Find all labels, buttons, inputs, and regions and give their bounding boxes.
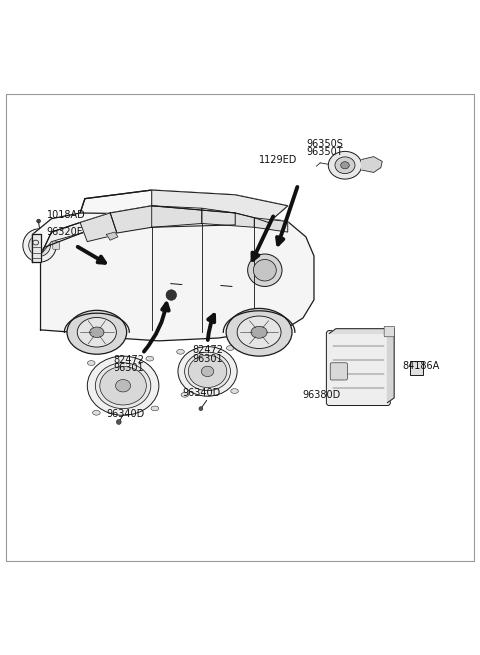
Ellipse shape	[231, 388, 239, 394]
Text: 84186A: 84186A	[402, 361, 440, 371]
Text: 82472: 82472	[114, 355, 144, 365]
Ellipse shape	[181, 392, 189, 397]
Ellipse shape	[237, 316, 281, 348]
Text: 96301: 96301	[192, 354, 223, 364]
Ellipse shape	[188, 355, 227, 388]
Bar	[410, 362, 423, 375]
Ellipse shape	[341, 162, 349, 169]
Text: 96350S: 96350S	[307, 139, 344, 149]
Text: 82472: 82472	[192, 345, 223, 356]
FancyBboxPatch shape	[326, 331, 390, 405]
Polygon shape	[152, 206, 202, 227]
Ellipse shape	[87, 356, 159, 415]
Polygon shape	[80, 213, 117, 242]
Ellipse shape	[87, 361, 95, 365]
Circle shape	[23, 229, 56, 262]
Ellipse shape	[151, 406, 159, 411]
Text: 1129ED: 1129ED	[259, 155, 298, 164]
Polygon shape	[254, 217, 288, 232]
Ellipse shape	[100, 367, 146, 405]
Text: 96340D: 96340D	[107, 409, 144, 419]
Ellipse shape	[116, 379, 131, 392]
Ellipse shape	[67, 310, 127, 354]
Polygon shape	[80, 190, 288, 223]
Ellipse shape	[251, 326, 267, 338]
Ellipse shape	[248, 254, 282, 286]
Polygon shape	[152, 190, 288, 223]
Ellipse shape	[77, 318, 116, 347]
Polygon shape	[202, 208, 254, 227]
Polygon shape	[329, 329, 394, 333]
Circle shape	[29, 234, 50, 256]
Polygon shape	[33, 234, 40, 261]
Polygon shape	[362, 157, 382, 172]
Ellipse shape	[185, 352, 230, 390]
Text: 96301: 96301	[114, 363, 144, 373]
FancyBboxPatch shape	[53, 242, 60, 250]
Circle shape	[166, 290, 177, 300]
Text: 1018AD: 1018AD	[47, 210, 85, 220]
Ellipse shape	[328, 151, 362, 179]
Text: 96340D: 96340D	[183, 388, 221, 398]
Ellipse shape	[96, 363, 151, 409]
Ellipse shape	[93, 411, 100, 415]
Circle shape	[36, 219, 40, 223]
Ellipse shape	[201, 366, 214, 377]
Ellipse shape	[335, 157, 355, 174]
Ellipse shape	[33, 240, 38, 245]
Text: 96320F: 96320F	[47, 227, 83, 237]
Ellipse shape	[226, 309, 292, 356]
Polygon shape	[110, 206, 235, 233]
Polygon shape	[33, 190, 152, 261]
Ellipse shape	[178, 346, 237, 396]
Ellipse shape	[227, 346, 234, 350]
Circle shape	[116, 420, 121, 424]
Circle shape	[35, 241, 44, 250]
Polygon shape	[107, 232, 118, 240]
FancyBboxPatch shape	[330, 363, 348, 380]
Circle shape	[199, 407, 203, 411]
Polygon shape	[40, 213, 314, 341]
Text: 96380D: 96380D	[302, 390, 340, 400]
Ellipse shape	[146, 356, 154, 361]
FancyBboxPatch shape	[384, 326, 395, 337]
Ellipse shape	[90, 327, 104, 337]
Polygon shape	[40, 206, 152, 255]
Polygon shape	[387, 329, 394, 403]
Ellipse shape	[177, 349, 184, 354]
Text: 96350T: 96350T	[307, 147, 343, 157]
Ellipse shape	[253, 259, 276, 281]
